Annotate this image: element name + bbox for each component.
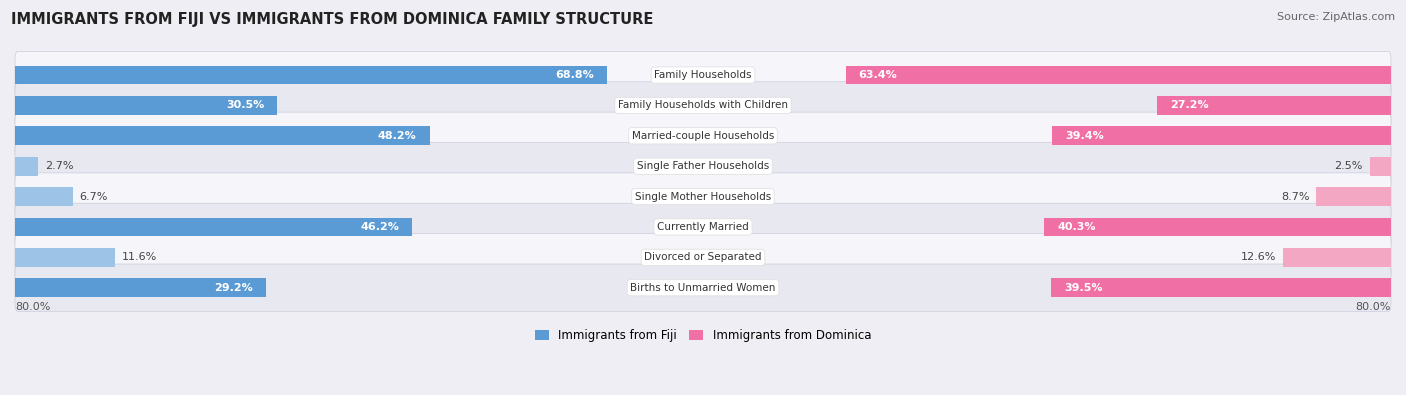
Text: Single Father Households: Single Father Households: [637, 161, 769, 171]
FancyBboxPatch shape: [15, 51, 1391, 99]
Bar: [1282, 248, 1391, 267]
Bar: [846, 66, 1391, 85]
Text: Single Mother Households: Single Mother Households: [636, 192, 770, 201]
Text: IMMIGRANTS FROM FIJI VS IMMIGRANTS FROM DOMINICA FAMILY STRUCTURE: IMMIGRANTS FROM FIJI VS IMMIGRANTS FROM …: [11, 12, 654, 27]
Text: 39.4%: 39.4%: [1066, 131, 1104, 141]
Bar: [1157, 96, 1391, 115]
Text: Family Households with Children: Family Households with Children: [619, 100, 787, 111]
Text: Family Households: Family Households: [654, 70, 752, 80]
Text: 29.2%: 29.2%: [215, 283, 253, 293]
Text: 8.7%: 8.7%: [1281, 192, 1309, 201]
Text: Currently Married: Currently Married: [657, 222, 749, 232]
FancyBboxPatch shape: [15, 143, 1391, 190]
Text: Births to Unmarried Women: Births to Unmarried Women: [630, 283, 776, 293]
Text: 12.6%: 12.6%: [1240, 252, 1275, 262]
FancyBboxPatch shape: [15, 82, 1391, 129]
Text: 6.7%: 6.7%: [80, 192, 108, 201]
Bar: [1052, 278, 1391, 297]
Bar: [15, 248, 115, 267]
Bar: [15, 218, 412, 236]
Bar: [1316, 187, 1391, 206]
Text: 30.5%: 30.5%: [226, 100, 264, 111]
Text: Divorced or Separated: Divorced or Separated: [644, 252, 762, 262]
Bar: [15, 278, 266, 297]
Text: 40.3%: 40.3%: [1057, 222, 1095, 232]
Text: 63.4%: 63.4%: [859, 70, 897, 80]
Bar: [15, 96, 277, 115]
Bar: [15, 66, 606, 85]
Text: Married-couple Households: Married-couple Households: [631, 131, 775, 141]
FancyBboxPatch shape: [15, 264, 1391, 311]
Bar: [1045, 218, 1391, 236]
Text: 80.0%: 80.0%: [1355, 303, 1391, 312]
FancyBboxPatch shape: [15, 173, 1391, 220]
FancyBboxPatch shape: [15, 203, 1391, 251]
Legend: Immigrants from Fiji, Immigrants from Dominica: Immigrants from Fiji, Immigrants from Do…: [530, 325, 876, 347]
Bar: [1369, 157, 1391, 176]
Text: 80.0%: 80.0%: [15, 303, 51, 312]
Text: 48.2%: 48.2%: [378, 131, 416, 141]
Text: Source: ZipAtlas.com: Source: ZipAtlas.com: [1277, 12, 1395, 22]
Bar: [1052, 126, 1391, 145]
Text: 46.2%: 46.2%: [360, 222, 399, 232]
Bar: [15, 157, 38, 176]
Bar: [15, 187, 73, 206]
Text: 11.6%: 11.6%: [122, 252, 157, 262]
Text: 39.5%: 39.5%: [1064, 283, 1102, 293]
Bar: [15, 126, 429, 145]
Text: 27.2%: 27.2%: [1170, 100, 1209, 111]
Text: 68.8%: 68.8%: [555, 70, 593, 80]
Text: 2.7%: 2.7%: [45, 161, 73, 171]
Text: 2.5%: 2.5%: [1334, 161, 1362, 171]
FancyBboxPatch shape: [15, 233, 1391, 281]
FancyBboxPatch shape: [15, 112, 1391, 160]
